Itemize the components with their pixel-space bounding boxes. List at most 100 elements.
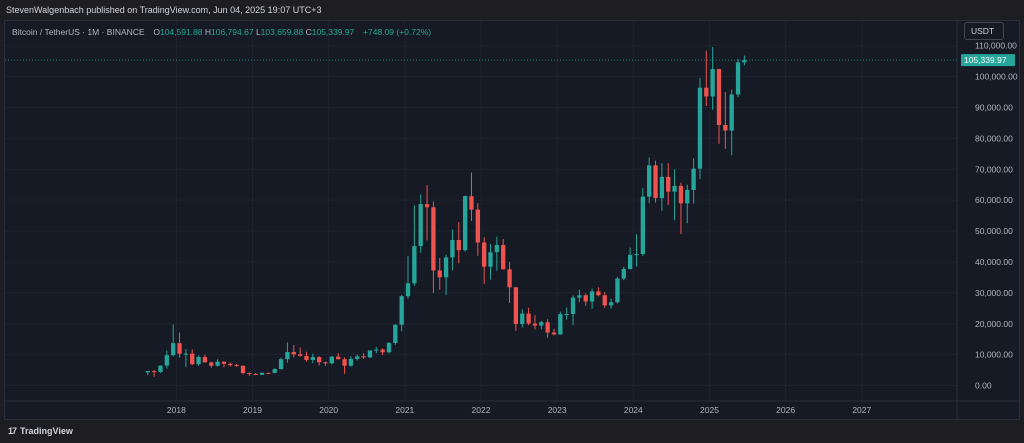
candle-body [380,349,385,353]
candle-body [253,373,258,375]
x-tick-label: 2018 [167,405,186,415]
candle-body [431,207,436,271]
candle-body [259,372,265,375]
candle-body [469,196,474,210]
candle-body [393,324,398,343]
candle-body [526,313,531,324]
candle-body [666,176,671,192]
candle-body [564,314,569,316]
candle-body [190,353,195,365]
close-label: C [305,27,312,37]
last-price-tag [961,54,1015,67]
y-tick-label: 10,000.00 [975,350,1013,360]
candle-body [342,359,347,366]
open-value: 104,591.88 [159,27,203,37]
candle-body [551,332,557,335]
candle-body [545,322,550,333]
candle-body [297,354,303,356]
candle-body [450,240,455,258]
candle-body [405,283,411,297]
candle-body [596,291,601,296]
y-tick-label: 20,000.00 [975,319,1013,329]
candle-body [723,124,728,131]
candle-body [278,359,284,370]
brand-name: TradingView [20,426,73,436]
candle-body [608,302,614,306]
currency-button[interactable]: USDT [964,22,1004,40]
y-tick-label: 60,000.00 [975,195,1013,205]
bottom-bar: 17 TradingView [0,420,1024,443]
x-tick-label: 2025 [700,405,719,415]
candle-body [475,209,480,243]
candle-body [659,176,665,199]
y-tick-label: 40,000.00 [975,257,1013,267]
candle-body [164,355,169,366]
candle-body [494,244,500,253]
candle-body [577,295,582,298]
candle-body [272,369,277,373]
candle-body [602,295,607,306]
symbol-legend: Bitcoin / TetherUS · 1M · BINANCE O104,5… [12,27,431,37]
candle-body [348,358,354,366]
candle-body [501,244,506,270]
candle-body [443,257,449,278]
x-tick-label: 2024 [624,405,643,415]
candle-body [412,246,417,284]
candle-body [583,295,588,302]
y-tick-label: 0.00 [975,381,992,391]
candle-body [570,297,576,315]
y-tick-label: 100,000.00 [975,72,1018,82]
top-bar: StevenWalgenbach published on TradingVie… [0,0,1024,20]
high-value: 106,794.67 [211,27,254,37]
x-tick-label: 2019 [243,405,262,415]
candle-body [653,165,658,199]
candle-body [482,242,487,267]
x-tick-label: 2026 [776,405,795,415]
candle-body [621,269,626,279]
high-label: H [204,27,212,37]
x-tick-label: 2020 [319,405,338,415]
candle-body [704,87,709,97]
candle-body [336,356,341,360]
candle-body [558,314,563,335]
candle-body [437,270,442,278]
candle-body [329,356,335,364]
candle-body [507,269,512,288]
candle-body [399,296,404,325]
candle-body [304,355,309,360]
candle-body [310,357,315,360]
candle-body [228,363,233,366]
y-tick-label: 80,000.00 [975,133,1013,143]
candle-body [145,370,150,373]
y-tick-label: 30,000.00 [975,288,1013,298]
candle-body [678,185,684,204]
y-tick-label: 70,000.00 [975,164,1013,174]
candle-body [735,62,741,95]
candle-body [158,365,163,373]
tradingview-brand[interactable]: 17 TradingView [8,426,73,436]
candle-body [177,343,182,354]
candle-body [234,365,239,367]
candle-body [374,349,379,351]
candle-body [196,356,201,365]
candle-body [456,240,461,251]
tradingview-logo-icon: 17 [8,426,17,436]
candle-body [215,361,220,366]
candle-body [589,291,595,302]
candle-body [361,356,366,358]
chart-area[interactable]: 0.00 10,000.00 20,000.00 30,000.00 40,000.00… [4,20,1021,421]
x-tick-label: 2021 [395,405,414,415]
y-tick-label: 110,000.00 [975,41,1017,51]
low-label: L [255,27,261,37]
candle-body [647,165,652,197]
candle-body [209,362,214,366]
candle-body [247,373,252,375]
candle-body [615,278,620,303]
candle-body [171,343,176,356]
candle-body [627,254,633,270]
candle-body [386,342,392,353]
candle-body [716,69,722,125]
candlestick-chart[interactable]: 0.00 10,000.00 20,000.00 30,000.00 40,000.00… [5,21,1021,421]
candle-body [488,252,493,267]
candle-body [672,185,677,192]
